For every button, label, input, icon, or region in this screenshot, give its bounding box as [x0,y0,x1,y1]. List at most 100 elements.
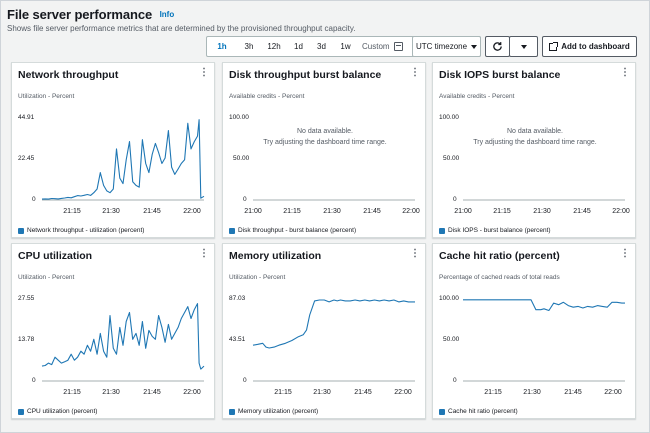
page-title: File server performance [7,7,153,22]
y-tick-label: 27.55 [18,295,35,302]
x-tick-label: 21:45 [143,389,161,396]
x-tick-label: 22:00 [394,389,412,396]
series-line [41,303,205,370]
y-tick-label: 50.00 [443,336,460,343]
panel-title: CPU utilization [18,250,93,262]
y-tick-label: 0 [453,196,457,203]
y-tick-label: 0 [32,377,36,384]
page-header: File server performance Info [7,6,174,24]
range-12h[interactable]: 12h [267,42,281,51]
refresh-button[interactable] [485,36,510,57]
y-tick-label: 0 [243,377,247,384]
caret-down-icon [471,44,478,49]
x-tick-label: 21:00 [454,208,472,215]
disk-iops-chart [463,199,625,201]
range-1d[interactable]: 1d [294,42,303,51]
timezone-label: UTC timezone [415,42,468,51]
x-tick-label: 22:00 [183,208,201,215]
y-tick-label: 0 [243,196,247,203]
panel-menu-icon[interactable]: ⋮ [620,67,630,78]
chart-legend[interactable]: Memory utilization (percent) [229,408,318,415]
x-tick-label: 21:30 [102,389,120,396]
legend-swatch [18,408,24,415]
panel-title: Memory utilization [229,250,322,262]
x-tick-label: 21:30 [523,389,541,396]
series-line [463,299,625,312]
x-tick-label: 21:45 [363,208,381,215]
panel-cpu-utilization: CPU utilization ⋮ Utilization - Percent … [11,243,215,419]
page-subtitle: Shows file server performance metrics th… [7,24,356,33]
chart-legend[interactable]: Disk IOPS - burst balance (percent) [439,227,551,234]
range-3d[interactable]: 3d [317,42,326,51]
panel-menu-icon[interactable]: ⋮ [410,248,420,259]
x-tick-label: 21:30 [533,208,551,215]
x-tick-label: 21:15 [283,208,301,215]
y-tick-label: 0 [453,377,457,384]
panel-menu-icon[interactable]: ⋮ [199,67,209,78]
x-tick-label: 21:45 [143,208,161,215]
panel-unit-label: Utilization - Percent [18,274,75,281]
panel-memory-utilization: Memory utilization ⋮ Utilization - Perce… [222,243,426,419]
x-tick-label: 22:00 [612,208,630,215]
x-tick-label: 21:15 [484,389,502,396]
x-tick-label: 22:00 [402,208,420,215]
y-tick-label: 100.00 [439,295,459,302]
no-data-hint: Try adjusting the dashboard time range. [263,139,387,146]
panel-unit-label: Utilization - Percent [229,274,286,281]
legend-swatch [439,408,445,415]
panel-title: Disk IOPS burst balance [439,69,561,81]
panel-disk-throughput: Disk throughput burst balance ⋮ Availabl… [222,62,426,238]
legend-label: Disk IOPS - burst balance (percent) [448,227,551,234]
x-tick-label: 22:00 [183,389,201,396]
legend-label: Cache hit ratio (percent) [448,408,518,415]
legend-swatch [439,227,445,234]
x-tick-label: 21:45 [564,389,582,396]
legend-swatch [18,227,24,234]
panel-unit-label: Utilization - Percent [18,93,75,100]
timezone-select[interactable]: UTC timezone [412,36,481,57]
x-tick-label: 21:15 [274,389,292,396]
legend-swatch [229,227,235,234]
chart-legend[interactable]: Network throughput - utilization (percen… [18,227,144,234]
custom-range-button[interactable]: Custom [358,37,407,56]
range-1w[interactable]: 1w [340,42,351,51]
series-line [41,119,205,200]
x-tick-label: 22:00 [604,389,622,396]
external-link-icon [549,41,559,51]
chart-legend[interactable]: Cache hit ratio (percent) [439,408,518,415]
x-tick-label: 21:30 [313,389,331,396]
panel-disk-iops: Disk IOPS burst balance ⋮ Available cred… [432,62,636,238]
add-to-dashboard-label: Add to dashboard [561,42,630,51]
panel-title: Cache hit ratio (percent) [439,250,560,262]
x-tick-label: 21:00 [244,208,262,215]
chart-legend[interactable]: CPU utilization (percent) [18,408,97,415]
x-tick-label: 21:45 [354,389,372,396]
x-tick-label: 21:30 [102,208,120,215]
refresh-options-button[interactable] [509,36,538,57]
no-data-hint: Try adjusting the dashboard time range. [473,139,597,146]
chart-legend[interactable]: Disk throughput - burst balance (percent… [229,227,356,234]
memory-utilization-chart [252,299,415,382]
y-tick-label: 43.51 [229,336,246,343]
x-tick-label: 21:15 [63,389,81,396]
panel-menu-icon[interactable]: ⋮ [199,248,209,259]
panel-menu-icon[interactable]: ⋮ [410,67,420,78]
series-line [252,299,415,349]
no-data-message: No data available. [296,128,354,135]
range-3h[interactable]: 3h [244,42,254,51]
panel-title: Network throughput [18,69,119,81]
no-data-message: No data available. [506,128,564,135]
y-tick-label: 44.91 [18,114,35,121]
y-tick-label: 22.45 [18,155,35,162]
panel-menu-icon[interactable]: ⋮ [620,248,630,259]
add-to-dashboard-button[interactable]: Add to dashboard [542,36,637,57]
info-link[interactable]: Info [159,10,175,19]
y-tick-label: 87.03 [229,295,246,302]
y-tick-label: 0 [32,196,36,203]
x-tick-label: 21:30 [323,208,341,215]
range-1h[interactable]: 1h [217,42,227,51]
caret-down-icon [520,44,527,49]
legend-label: Network throughput - utilization (percen… [27,227,145,234]
panel-unit-label: Available credits - Percent [229,93,305,100]
custom-label: Custom [362,42,390,51]
